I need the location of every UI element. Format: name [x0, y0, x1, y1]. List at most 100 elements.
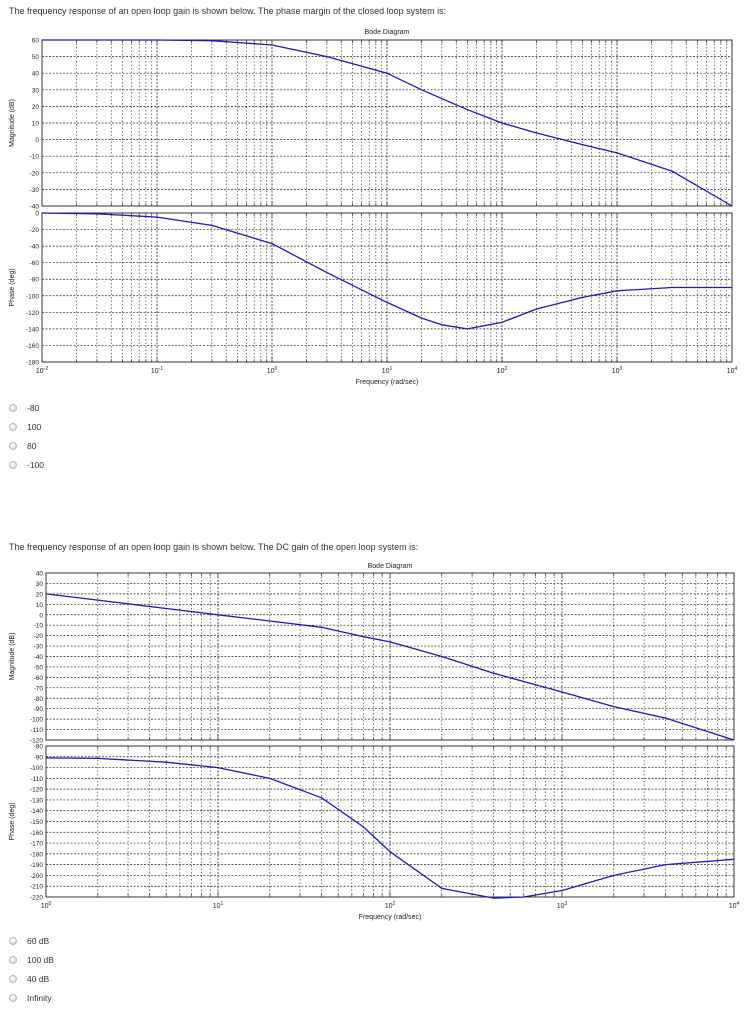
y-tick-label: 40 — [32, 71, 40, 78]
y-tick-label: -70 — [34, 685, 44, 692]
magnitude-plot: 40 30 20 10 0 -10 -20 -30 -40 -50 -60 -70 -80 -90 -100… — [9, 571, 735, 745]
y-axis-label: Phase (deg) — [9, 802, 16, 840]
x-tick-label: 102 — [497, 366, 508, 375]
x-tick-label: 104 — [729, 901, 740, 910]
option-radio[interactable]: 40 dB — [9, 969, 54, 988]
y-tick-label: -140 — [26, 326, 39, 333]
radio-button-icon[interactable] — [9, 441, 17, 450]
y-tick-label: 20 — [32, 104, 40, 111]
radio-button-icon[interactable] — [9, 974, 17, 983]
y-tick-label: -90 — [34, 706, 44, 713]
y-tick-label: -120 — [30, 787, 43, 794]
y-tick-label: -110 — [30, 776, 43, 783]
x-tick-label: 103 — [557, 901, 568, 910]
y-tick-label: -30 — [34, 644, 44, 651]
option-radio[interactable]: -80 — [9, 398, 44, 417]
y-tick-label: 30 — [36, 581, 44, 588]
y-tick-label: -180 — [26, 360, 39, 367]
y-tick-label: 0 — [39, 612, 43, 619]
y-tick-label: -210 — [30, 884, 43, 891]
x-tick-label: 101 — [213, 901, 224, 910]
y-tick-label: -80 — [34, 696, 44, 703]
phase-plot: 0 -20 -40 -60 -80 -100 -120 -140 -160 -180 Phase (… — [9, 211, 733, 367]
y-tick-label: 10 — [36, 602, 44, 609]
y-tick-label: 20 — [36, 591, 44, 598]
y-tick-label: -200 — [30, 873, 43, 880]
option-radio[interactable]: Infinity — [9, 988, 54, 1007]
x-tick-label: 10-2 — [36, 366, 48, 375]
y-tick-label: -120 — [30, 738, 43, 745]
y-tick-label: 60 — [32, 38, 40, 45]
x-tick-label: 101 — [382, 366, 393, 375]
y-tick-label: -10 — [34, 623, 44, 630]
y-tick-label: 0 — [35, 137, 39, 144]
y-tick-label: -20 — [30, 227, 40, 234]
y-tick-label: -110 — [30, 727, 43, 734]
y-tick-label: -160 — [30, 830, 43, 837]
question-1-options: -80 100 80 -100 — [9, 398, 44, 474]
option-radio[interactable]: 100 — [9, 417, 44, 436]
option-label: -100 — [27, 459, 45, 470]
x-axis-label: Frequency (rad/sec) — [356, 379, 419, 386]
chart-title: Bode Diagram — [368, 563, 413, 570]
y-tick-label: 50 — [32, 54, 40, 61]
radio-button-icon[interactable] — [9, 460, 17, 469]
x-axis-label: Frequency (rad/sec) — [359, 914, 422, 921]
option-radio[interactable]: 100 dB — [9, 950, 54, 969]
y-tick-label: -80 — [30, 277, 40, 284]
radio-button-icon[interactable] — [9, 993, 17, 1002]
x-tick-label: 100 — [41, 901, 52, 910]
y-tick-label: -90 — [34, 754, 44, 761]
y-tick-label: -140 — [30, 808, 43, 815]
y-tick-label: -220 — [30, 895, 43, 902]
y-tick-label: -10 — [30, 154, 40, 161]
y-tick-label: -180 — [30, 851, 43, 858]
x-tick-label: 100 — [267, 366, 278, 375]
y-tick-label: -50 — [34, 664, 44, 671]
y-axis-label: Phase (deg) — [9, 268, 16, 306]
option-label: 40 dB — [27, 973, 50, 984]
y-tick-label: 10 — [32, 121, 40, 128]
y-tick-label: -40 — [34, 654, 44, 661]
radio-button-icon[interactable] — [9, 403, 17, 412]
question-2-options: 60 dB 100 dB 40 dB Infinity — [9, 931, 54, 1007]
y-tick-label: -60 — [30, 260, 40, 267]
y-tick-label: -150 — [30, 819, 43, 826]
phase-plot: -80 -90 -100 -110 -120 -130 -140 -150 -160 -170 -1… — [9, 744, 735, 902]
radio-button-icon[interactable] — [9, 936, 17, 945]
option-radio[interactable]: 80 — [9, 436, 44, 455]
option-label: 100 — [27, 421, 42, 432]
option-radio[interactable]: -100 — [9, 455, 44, 474]
x-tick-label: 10-1 — [151, 366, 163, 375]
y-tick-label: -20 — [34, 633, 44, 640]
y-tick-label: -160 — [26, 343, 39, 350]
y-tick-label: -20 — [30, 170, 40, 177]
y-axis-label: Magnitude (dB) — [9, 633, 16, 681]
y-tick-label: -190 — [30, 862, 43, 869]
y-tick-label: -100 — [30, 717, 43, 724]
option-label: 60 dB — [27, 935, 50, 946]
option-radio[interactable]: 60 dB — [9, 931, 54, 950]
question-2-prompt: The frequency response of an open loop g… — [9, 542, 419, 552]
y-tick-label: -100 — [26, 293, 39, 300]
bode-chart-1: Bode Diagram6050403020100-10-20-30-40Mag… — [9, 29, 738, 386]
y-tick-label: -100 — [30, 765, 43, 772]
option-label: 80 — [27, 440, 37, 451]
bode-curve — [42, 39, 733, 207]
y-tick-label: -40 — [30, 244, 40, 251]
x-tick-label: 104 — [727, 366, 738, 375]
bode-curve — [45, 593, 735, 741]
y-tick-label: 0 — [35, 211, 39, 218]
y-tick-label: -60 — [34, 675, 44, 682]
radio-button-icon[interactable] — [9, 422, 17, 431]
bode-curve — [41, 212, 732, 330]
y-tick-label: -120 — [26, 310, 39, 317]
y-tick-label: 30 — [32, 87, 40, 94]
chart-title: Bode Diagram — [365, 29, 410, 36]
option-label: -80 — [27, 402, 40, 413]
y-tick-label: -170 — [30, 841, 43, 848]
magnitude-plot: 60 50 40 30 20 10 0 -10 -20 -30 -40 Magnitude (dB) — [9, 38, 733, 211]
radio-button-icon[interactable] — [9, 955, 17, 964]
question-1-prompt: The frequency response of an open loop g… — [9, 6, 447, 16]
option-label: Infinity — [27, 992, 52, 1003]
